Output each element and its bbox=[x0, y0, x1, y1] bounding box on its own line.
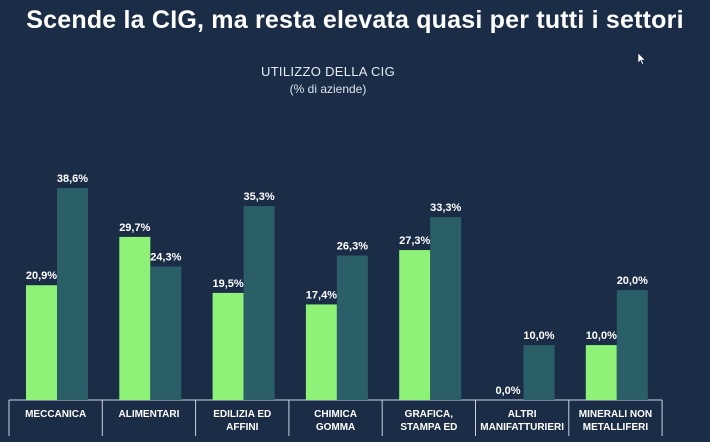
category-label: MINERALI NON bbox=[579, 409, 652, 420]
category-label: EDILIZIA ED bbox=[213, 409, 271, 420]
plot-area: 20,9% 38,6% MECCANICA 29,7% 24,3% ALIMENTARI 1… bbox=[8, 173, 663, 436]
bar-series-2 bbox=[243, 206, 275, 400]
bar-series-2 bbox=[150, 266, 182, 400]
bar-series-2 bbox=[523, 345, 555, 400]
data-label: 17,4% bbox=[306, 289, 337, 301]
data-label: 24,3% bbox=[150, 252, 181, 264]
bar-series-2 bbox=[336, 255, 368, 400]
bar-series-1 bbox=[26, 285, 57, 400]
data-label: 26,3% bbox=[337, 241, 368, 253]
category-label: ALTRI bbox=[508, 409, 537, 420]
data-label: 38,6% bbox=[57, 173, 88, 185]
mouse-cursor-icon bbox=[637, 52, 646, 70]
data-label: 29,7% bbox=[119, 222, 150, 234]
chart-title: UTILIZZO DELLA CIG bbox=[261, 64, 395, 79]
bar-series-2 bbox=[57, 188, 88, 400]
bar-series-1 bbox=[585, 345, 617, 400]
data-label: 27,3% bbox=[399, 235, 430, 247]
data-label: 19,5% bbox=[212, 278, 243, 290]
category-label: STAMPA ED bbox=[400, 422, 457, 433]
bar-series-2 bbox=[430, 217, 462, 400]
category-label: METALLIFERI bbox=[583, 422, 649, 433]
data-label: 35,3% bbox=[243, 191, 274, 203]
category-label: MANIFATTURIERI bbox=[480, 422, 564, 433]
category-label: CHIMICA bbox=[314, 409, 357, 420]
data-label: 20,0% bbox=[617, 275, 648, 287]
data-label: 10,0% bbox=[586, 330, 617, 342]
category-label: ALIMENTARI bbox=[118, 409, 179, 420]
data-label: 20,9% bbox=[26, 270, 57, 282]
data-label: 0,0% bbox=[495, 385, 520, 397]
bar-series-1 bbox=[119, 236, 151, 400]
chart-subtitle: (% di aziende) bbox=[289, 82, 367, 96]
data-label: 10,0% bbox=[523, 330, 554, 342]
slide-title: Scende la CIG, ma resta elevata quasi pe… bbox=[26, 6, 684, 34]
bar-series-1 bbox=[212, 292, 244, 400]
bar-series-1 bbox=[399, 250, 431, 400]
data-label: 33,3% bbox=[430, 202, 461, 214]
category-label: MECCANICA bbox=[25, 409, 86, 420]
category-label: GRAFICA, bbox=[405, 409, 454, 420]
bar-series-2 bbox=[616, 290, 648, 400]
bar-series-1 bbox=[305, 304, 337, 400]
category-label: GOMMA bbox=[316, 422, 355, 433]
category-label: AFFINI bbox=[226, 422, 258, 433]
